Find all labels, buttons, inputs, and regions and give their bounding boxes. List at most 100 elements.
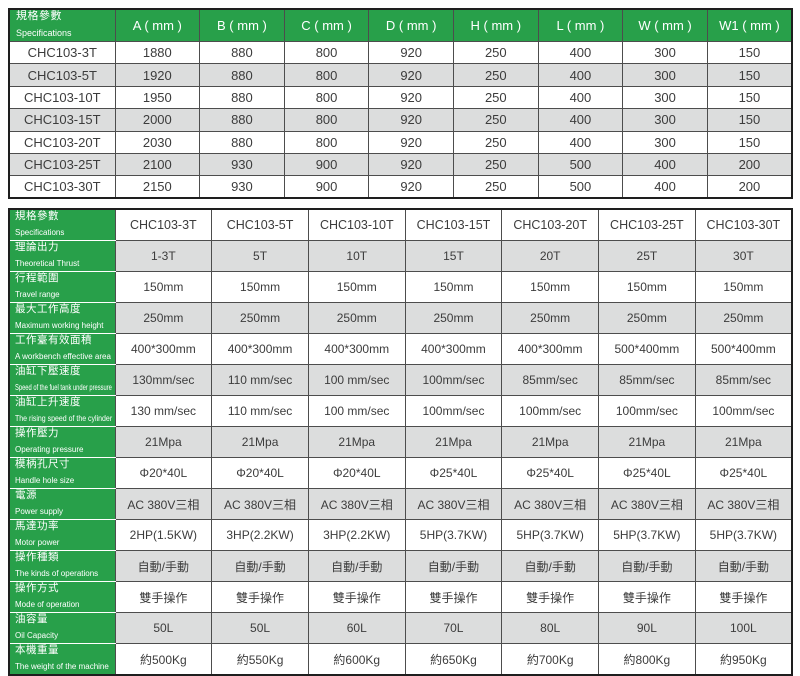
value-cell: 110 mm/sec [211,395,309,427]
value-cell: 15T [404,240,503,272]
column-header: C ( mm ) [283,8,370,42]
value-cell: 800 [283,63,370,87]
value-cell: 130mm/sec [114,364,213,396]
table-row: 工作臺有效面積 A workbench effective area 400*300… [8,333,793,365]
value-cell: 400 [622,152,708,177]
value-cell: Φ25*40L [404,457,503,489]
row-label-cell: 最大工作高度 Maximum working height [8,302,116,334]
value-cell: 200 [706,175,793,199]
table-row: 操作壓力 Operating pressure 21Mpa 21Mpa 21Mpa 21M… [8,426,793,458]
value-cell: 500 [537,175,624,199]
value-cell: 自動/手動 [694,550,793,582]
model-column-header: CHC103-25T [598,208,696,241]
value-cell: 920 [368,85,454,110]
model-cell: CHC103-3T [8,40,116,65]
value-cell: 70L [404,612,503,644]
value-cell: 500*400mm [598,333,696,365]
row-label-en: Oil Capacity [15,631,59,640]
model-cell: CHC103-10T [8,85,116,110]
value-cell: 21Mpa [598,426,696,458]
column-header: H ( mm ) [453,8,539,42]
value-cell: 雙手操作 [598,581,696,613]
value-cell: 90L [598,612,696,644]
row-label-cell: 電源 Power supply [8,488,116,520]
row-label-zh: 行程範圍 [15,272,59,285]
value-cell: 400 [537,63,624,87]
value-cell: 150mm [404,271,503,303]
value-cell: 300 [622,40,708,65]
value-cell: 400*300mm [404,333,503,365]
row-label-zh: 本機重量 [15,644,59,656]
value-cell: 雙手操作 [694,581,793,613]
table-row: CHC103-5T 1920 880 800 920 250 400 300 150 [8,63,793,87]
value-cell: 雙手操作 [211,581,309,613]
row-label-cell: 操作種類 The kinds of operations [8,550,116,582]
row-label-en: The weight of the machine [15,662,109,671]
value-cell: 250mm [501,302,600,334]
value-cell: Φ20*40L [307,457,406,489]
value-cell: 約650Kg [404,643,503,676]
value-cell: 300 [622,63,708,87]
value-cell: AC 380V三相 [307,488,406,520]
row-label-en: Mode of operation [15,600,80,609]
value-cell: 21Mpa [404,426,503,458]
row-label-en: Travel range [15,290,60,299]
value-cell: 150mm [598,271,696,303]
value-cell: 250 [453,85,539,110]
value-cell: 100L [694,612,793,644]
value-cell: 約700Kg [501,643,600,676]
value-cell: 1880 [114,40,201,65]
value-cell: 150 [706,85,793,110]
value-cell: 200 [706,152,793,177]
row-label-cell: 本機重量 The weight of the machine [8,643,116,676]
table-row: 操作方式 Mode of operation 雙手操作 雙手操作 雙手操作 雙手操作 雙手操… [8,581,793,613]
value-cell: Φ25*40L [694,457,793,489]
value-cell: 110 mm/sec [211,364,309,396]
value-cell: 900 [283,175,370,199]
row-label-cell: 行程範圍 Travel range [8,271,116,303]
value-cell: 150 [706,108,793,132]
value-cell: 880 [199,40,285,65]
row-label-cell: 油缸上升速度 The rising speed of the cylinder [8,395,116,427]
value-cell: 21Mpa [211,426,309,458]
row-label-zh: 馬達功率 [15,520,59,533]
value-cell: 自動/手動 [501,550,600,582]
spec-header-zh: 規格參數 [15,210,59,222]
value-cell: 400 [622,175,708,199]
value-cell: 自動/手動 [211,550,309,582]
value-cell: 5HP(3.7KW) [404,519,503,551]
value-cell: 250 [453,152,539,177]
column-header: A ( mm ) [114,8,201,42]
value-cell: Φ20*40L [211,457,309,489]
value-cell: 21Mpa [501,426,600,458]
row-label-cell: 油容量 Oil Capacity [8,612,116,644]
table-row: 最大工作高度 Maximum working height 250mm 250mm 25… [8,302,793,334]
value-cell: 1920 [114,63,201,87]
table-row: CHC103-20T 2030 880 800 920 250 400 300 150 [8,130,793,154]
column-header: L ( mm ) [537,8,624,42]
row-label-cell: 馬達功率 Motor power [8,519,116,551]
value-cell: 100 mm/sec [307,364,406,396]
row-label-cell: 操作壓力 Operating pressure [8,426,116,458]
row-label-en: The rising speed of the cylinder [15,414,113,423]
value-cell: 2000 [114,108,201,132]
value-cell: 1950 [114,85,201,110]
value-cell: 60L [307,612,406,644]
value-cell: 50L [211,612,309,644]
value-cell: 5T [211,240,309,272]
value-cell: 自動/手動 [307,550,406,582]
value-cell: 20T [501,240,600,272]
value-cell: 10T [307,240,406,272]
value-cell: 2150 [114,175,201,199]
value-cell: 400*300mm [307,333,406,365]
value-cell: 雙手操作 [404,581,503,613]
row-label-en: Motor power [15,538,60,547]
value-cell: 3HP(2.2KW) [307,519,406,551]
table-row: 油容量 Oil Capacity 50L 50L 60L 70L 80L 90L 100L [8,612,793,644]
row-label-en: Speed of the fuel tank under pressure [15,383,112,392]
value-cell: 400 [537,40,624,65]
value-cell: 約600Kg [307,643,406,676]
table-row: CHC103-10T 1950 880 800 920 250 400 300 150 [8,85,793,110]
value-cell: 920 [368,175,454,199]
row-label-zh: 理論出力 [15,241,59,254]
